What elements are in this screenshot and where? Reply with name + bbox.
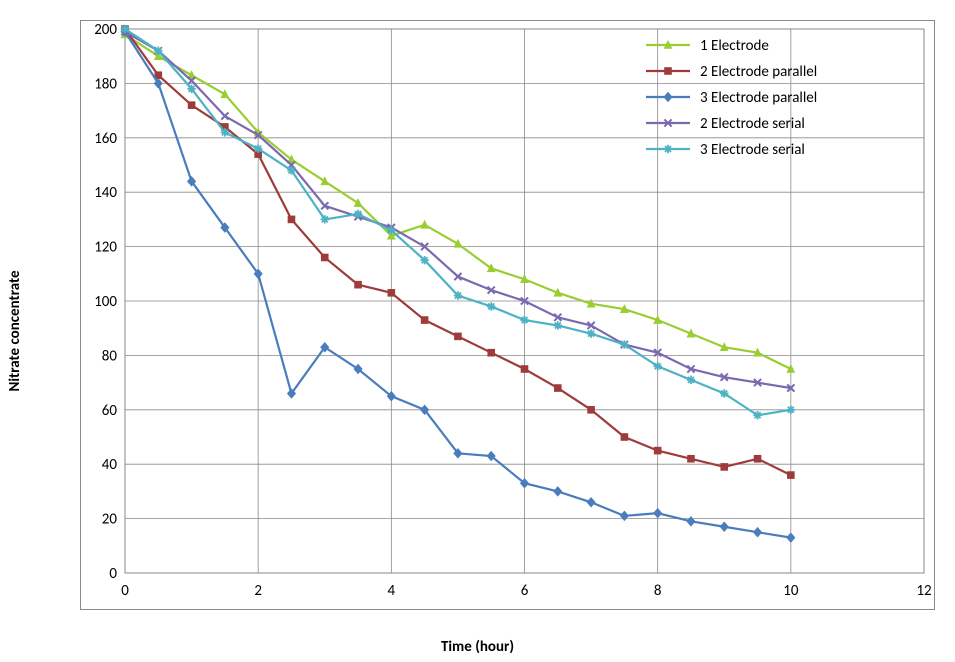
svg-text:20: 20 bbox=[102, 511, 118, 529]
svg-text:120: 120 bbox=[94, 239, 117, 257]
svg-text:6: 6 bbox=[521, 582, 529, 600]
legend-label: 3 Electrode serial bbox=[700, 141, 805, 159]
svg-text:12: 12 bbox=[916, 582, 931, 600]
plot-area: 0 20 40 60 80 100 120 140 160 180 200 0 2 4 6 8 10 12 1 El… bbox=[80, 20, 935, 610]
svg-text:10: 10 bbox=[783, 582, 799, 600]
svg-text:180: 180 bbox=[94, 75, 117, 93]
svg-text:0: 0 bbox=[109, 565, 117, 583]
chart-container: Nitrate concentrate Time (hour) 02040608… bbox=[0, 0, 955, 662]
svg-text:8: 8 bbox=[654, 582, 662, 600]
series-3-electrode-parallel bbox=[121, 27, 795, 542]
svg-text:140: 140 bbox=[94, 184, 117, 202]
svg-text:40: 40 bbox=[102, 456, 118, 474]
svg-text:100: 100 bbox=[94, 293, 117, 311]
legend-label: 2 Electrode serial bbox=[700, 115, 805, 133]
y-axis-label: Nitrate concentrate bbox=[6, 270, 24, 391]
legend-label: 2 Electrode parallel bbox=[700, 63, 817, 81]
svg-text:60: 60 bbox=[102, 402, 118, 420]
svg-text:80: 80 bbox=[102, 347, 118, 365]
series-1-electrode bbox=[121, 30, 794, 372]
svg-text:200: 200 bbox=[94, 21, 117, 39]
x-axis-label: Time (hour) bbox=[441, 638, 514, 656]
svg-text:2: 2 bbox=[254, 582, 262, 600]
svg-text:0: 0 bbox=[121, 582, 129, 600]
legend-label: 3 Electrode parallel bbox=[700, 89, 817, 107]
legend: 1 Electrode 2 Electrode parallel 3 Electro… bbox=[646, 37, 817, 159]
legend-label: 1 Electrode bbox=[700, 37, 769, 55]
chart-svg: 0 20 40 60 80 100 120 140 160 180 200 0 2 4 6 8 10 12 1 El… bbox=[81, 21, 934, 609]
svg-text:160: 160 bbox=[94, 130, 117, 148]
svg-text:4: 4 bbox=[388, 582, 396, 600]
